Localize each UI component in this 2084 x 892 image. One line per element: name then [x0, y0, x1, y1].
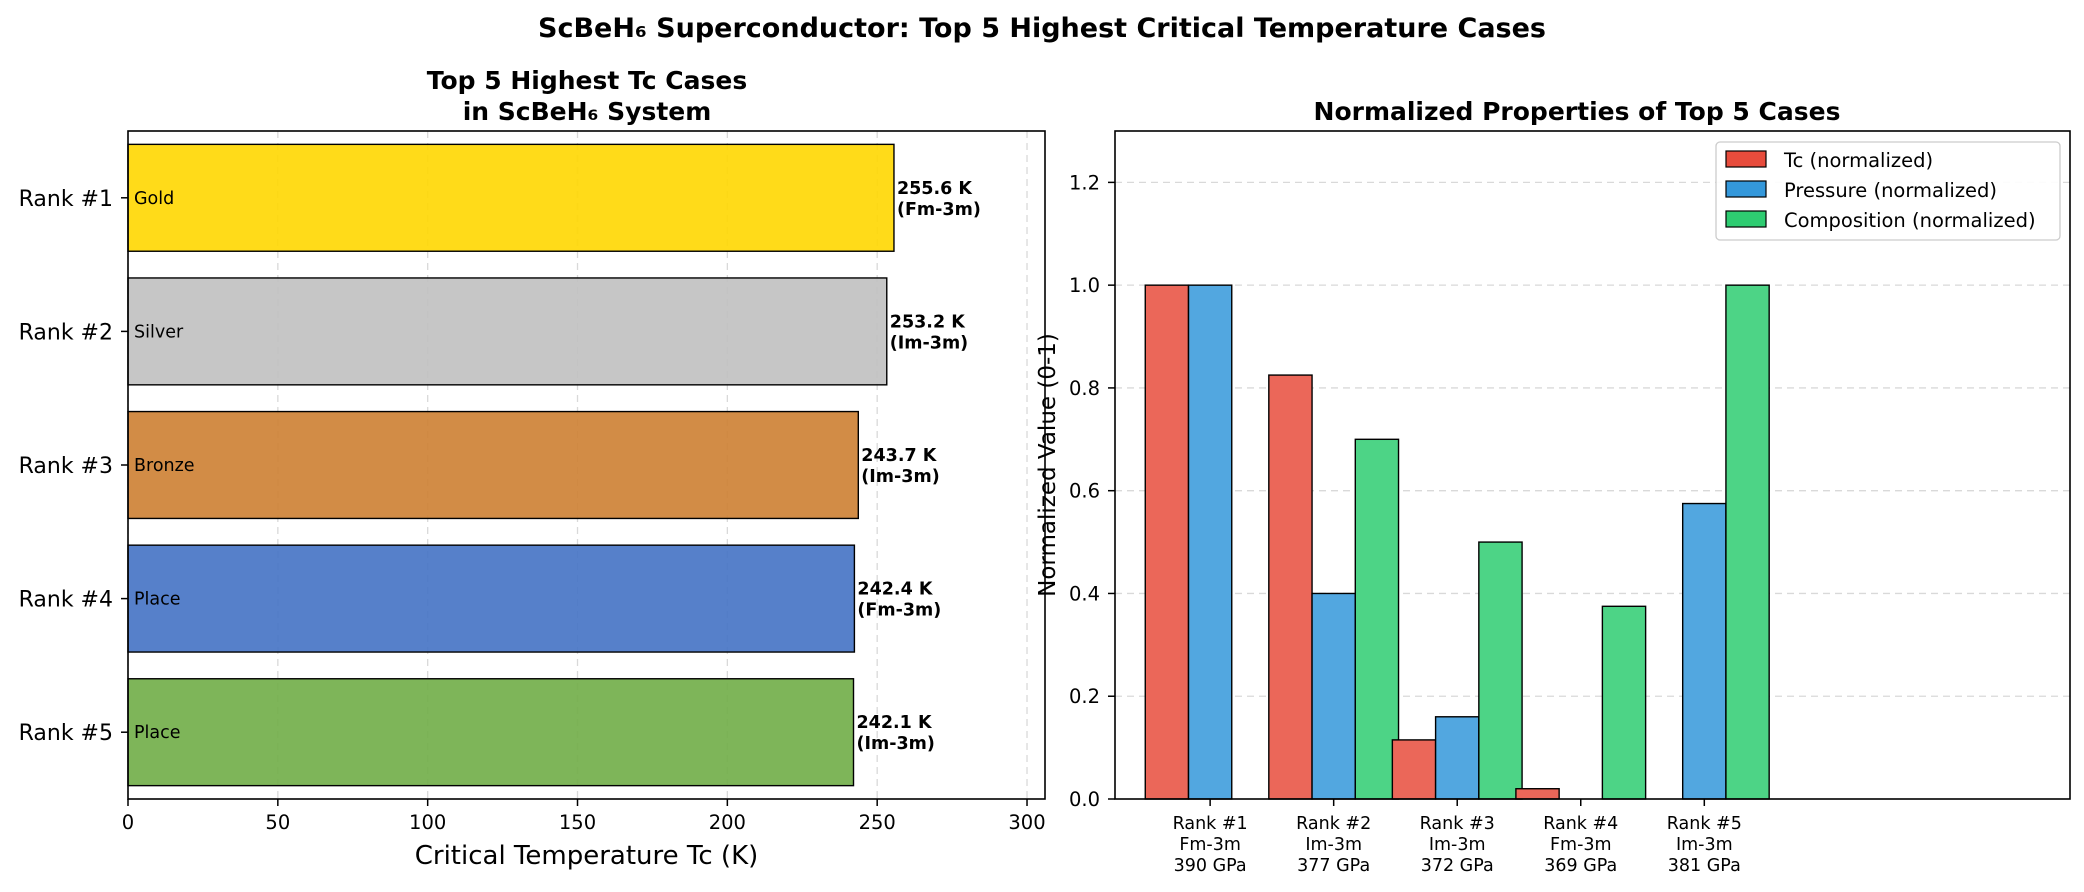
tc-value-label: 242.4 K [857, 580, 933, 600]
category-tick-line: 381 GPa [1668, 856, 1741, 876]
rank-tick-label: Rank #1 [19, 187, 113, 212]
tc-bar [127, 143, 895, 252]
structure-label: (Im-3m) [861, 467, 939, 487]
left-x-tick-label: 200 [709, 811, 746, 834]
right-y-tick-label: 0.2 [1069, 685, 1100, 708]
legend: Tc (normalized) Pressure (normalized) Co… [1715, 141, 2061, 241]
category-tick-line: 372 GPa [1421, 856, 1494, 876]
rank-tick-label: Rank #5 [19, 721, 113, 746]
normalized-bar [1187, 284, 1233, 800]
category-tick-line: 390 GPa [1174, 856, 1247, 876]
category-tick-line: 369 GPa [1544, 856, 1617, 876]
right-y-axis-label: Normalized Value (0-1) [1035, 333, 1061, 597]
tc-value-label: 255.6 K [897, 179, 973, 199]
left-x-tick-label: 300 [1008, 811, 1045, 834]
right-y-tick-label: 0.6 [1069, 480, 1100, 503]
category-tick-label: Rank #4 Fm-3m 369 GPa [1543, 814, 1618, 876]
left-x-tick-label: 250 [859, 811, 896, 834]
medal-label: Gold [134, 189, 174, 209]
rank-tick-label: Rank #2 [19, 320, 113, 345]
normalized-bar [1354, 438, 1400, 800]
normalized-bar [1144, 284, 1190, 800]
tc-value-label: 243.7 K [861, 446, 937, 466]
medal-label: Place [134, 590, 181, 610]
category-tick-line: Rank #4 [1543, 814, 1618, 834]
left-x-tick-label: 50 [265, 811, 290, 834]
right-grid [1115, 181, 2070, 697]
normalized-bar [1434, 716, 1480, 800]
right-bars [1144, 284, 1770, 800]
category-tick-line: Fm-3m [1179, 835, 1241, 855]
left-x-tick-label: 150 [559, 811, 596, 834]
right-axes-frame [1114, 130, 2071, 800]
left-x-tick-label: 100 [409, 811, 446, 834]
category-tick-line: Im-3m [1305, 835, 1362, 855]
legend-label-tc: Tc (normalized) [1783, 149, 1933, 172]
tc-bar [127, 678, 855, 787]
legend-swatch-composition [1725, 210, 1767, 228]
right-chart-title: Normalized Properties of Top 5 Cases [1314, 97, 1841, 126]
normalized-properties-chart: Normalized Properties of Top 5 Cases 0.0… [1035, 97, 2071, 876]
legend-frame [1715, 141, 2061, 241]
legend-swatch-pressure [1725, 180, 1767, 198]
normalized-bar [1515, 788, 1560, 800]
normalized-bar [1311, 592, 1356, 800]
left-chart-title-line-2: in ScBeH₆ System [463, 97, 712, 126]
tc-value-label: 253.2 K [890, 312, 966, 332]
left-bars: Gold 255.6 K(Fm-3m)Silver 253.2 K(Im-3m)Br… [127, 143, 981, 787]
category-tick-label: Rank #2 Im-3m 377 GPa [1296, 814, 1371, 876]
normalized-bar [1601, 605, 1647, 800]
left-x-tick-label: 0 [122, 811, 134, 834]
legend-label-pressure: Pressure (normalized) [1784, 179, 1997, 202]
normalized-bar [1478, 541, 1523, 800]
category-tick-line: Rank #3 [1420, 814, 1495, 834]
structure-label: (Fm-3m) [857, 601, 941, 621]
tc-bar [127, 410, 860, 520]
category-tick-line: Im-3m [1429, 835, 1486, 855]
right-y-tick-label: 0.4 [1069, 582, 1100, 605]
tc-value-label: 242.1 K [857, 713, 933, 733]
structure-label: (Fm-3m) [897, 200, 981, 220]
figure-suptitle: ScBeH₆ Superconductor: Top 5 Highest Cri… [538, 13, 1546, 44]
medal-label: Bronze [134, 456, 195, 476]
tc-bar [127, 544, 856, 653]
tc-ranking-chart: Top 5 Highest Tc Cases in ScBeH₆ System … [19, 66, 1046, 871]
legend-swatch-tc [1725, 150, 1767, 168]
rank-tick-label: Rank #4 [19, 588, 113, 613]
structure-label: (Im-3m) [857, 734, 935, 754]
category-tick-line: Rank #2 [1296, 814, 1371, 834]
legend-label-composition: Composition (normalized) [1784, 209, 2036, 232]
tc-bar [127, 277, 888, 386]
right-y-tick-label: 1.2 [1069, 171, 1100, 194]
left-x-axis-label: Critical Temperature Tc (K) [415, 841, 759, 871]
category-tick-line: Rank #5 [1667, 814, 1742, 834]
rank-tick-label: Rank #3 [19, 454, 113, 479]
right-y-tick-label: 0.0 [1069, 788, 1100, 811]
normalized-bar [1268, 374, 1313, 800]
left-chart-title-line-1: Top 5 Highest Tc Cases [427, 66, 747, 95]
category-tick-label: Rank #5 Im-3m 381 GPa [1667, 814, 1742, 876]
medal-label: Place [134, 723, 181, 743]
right-y-tick-label: 1.0 [1069, 274, 1100, 297]
right-y-tick-label: 0.8 [1069, 377, 1100, 400]
category-tick-label: Rank #1 Fm-3m 390 GPa [1173, 814, 1248, 876]
medal-label: Silver [134, 322, 184, 342]
category-tick-line: 377 GPa [1297, 856, 1370, 876]
category-tick-label: Rank #3 Im-3m 372 GPa [1420, 814, 1495, 876]
structure-label: (Im-3m) [890, 333, 968, 353]
category-tick-line: Rank #1 [1173, 814, 1248, 834]
normalized-bar [1391, 739, 1437, 800]
left-ticks: 0 50 100 150 200 250 300 Rank #1 Rank #2 Rank #3 R… [19, 187, 1046, 834]
normalized-bar [1681, 502, 1727, 800]
category-tick-line: Fm-3m [1550, 835, 1612, 855]
normalized-bar [1725, 284, 1770, 800]
category-tick-line: Im-3m [1676, 835, 1733, 855]
